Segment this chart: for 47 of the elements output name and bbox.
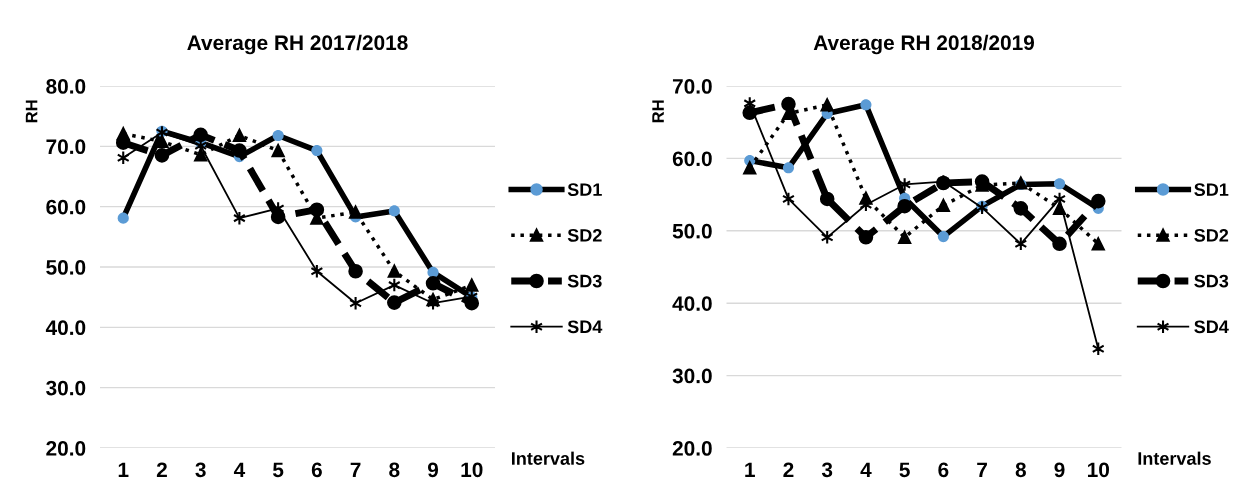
chart-title: Average RH 2017/2018 bbox=[187, 34, 408, 55]
x-tick-label: 10 bbox=[1087, 462, 1109, 478]
legend-label: SD1 bbox=[1194, 183, 1229, 197]
legend-label: SD3 bbox=[1194, 274, 1229, 288]
legend-label: SD2 bbox=[567, 228, 602, 242]
x-tick-label: 6 bbox=[311, 462, 322, 478]
y-tick-label: 80.0 bbox=[46, 79, 86, 94]
y-tick-label: 30.0 bbox=[672, 368, 712, 384]
x-tick-label: 1 bbox=[745, 462, 755, 477]
y-tick-label: 40.0 bbox=[45, 320, 86, 336]
x-tick-label: 2 bbox=[783, 462, 794, 477]
legend-label: SD1 bbox=[567, 183, 602, 197]
y-tick-label: 20.0 bbox=[46, 441, 86, 456]
x-tick-label: 9 bbox=[1054, 462, 1065, 478]
y-axis-title: RH bbox=[652, 100, 664, 123]
x-tick-label: 4 bbox=[860, 462, 872, 477]
y-tick-label: 60.0 bbox=[46, 199, 86, 215]
x-axis-title: Intervals bbox=[512, 451, 585, 465]
x-tick-label: 5 bbox=[272, 462, 284, 478]
legend-label: SD3 bbox=[567, 274, 602, 288]
x-tick-label: 3 bbox=[195, 462, 206, 478]
y-axis-title: RH bbox=[25, 100, 38, 123]
x-tick-label: 1 bbox=[118, 462, 129, 477]
x-tick-label: 4 bbox=[233, 462, 246, 477]
x-tick-label: 6 bbox=[938, 462, 949, 478]
x-tick-label: 7 bbox=[977, 462, 987, 477]
y-tick-label: 30.0 bbox=[46, 380, 86, 396]
x-tick-label: 5 bbox=[899, 462, 910, 478]
y-tick-label: 70.0 bbox=[672, 79, 712, 94]
x-tick-label: 9 bbox=[427, 462, 439, 478]
x-tick-label: 8 bbox=[389, 462, 400, 478]
legend-label: SD4 bbox=[1194, 320, 1229, 334]
y-tick-label: 50.0 bbox=[672, 223, 712, 239]
x-tick-label: 2 bbox=[156, 462, 167, 477]
x-tick-label: 7 bbox=[350, 462, 361, 477]
y-tick-label: 70.0 bbox=[46, 139, 86, 155]
chart-title: Average RH 2018/2019 bbox=[813, 34, 1035, 55]
legend-label: SD2 bbox=[1194, 228, 1229, 242]
y-tick-label: 50.0 bbox=[46, 260, 86, 275]
legend-label: SD4 bbox=[567, 320, 603, 334]
y-tick-label: 40.0 bbox=[672, 296, 712, 311]
x-tick-label: 8 bbox=[1015, 462, 1026, 478]
y-tick-label: 20.0 bbox=[672, 441, 712, 456]
x-tick-label: 3 bbox=[821, 462, 833, 478]
x-tick-label: 10 bbox=[461, 462, 483, 478]
x-axis-title: Intervals bbox=[1138, 451, 1211, 465]
y-tick-label: 60.0 bbox=[672, 151, 712, 167]
